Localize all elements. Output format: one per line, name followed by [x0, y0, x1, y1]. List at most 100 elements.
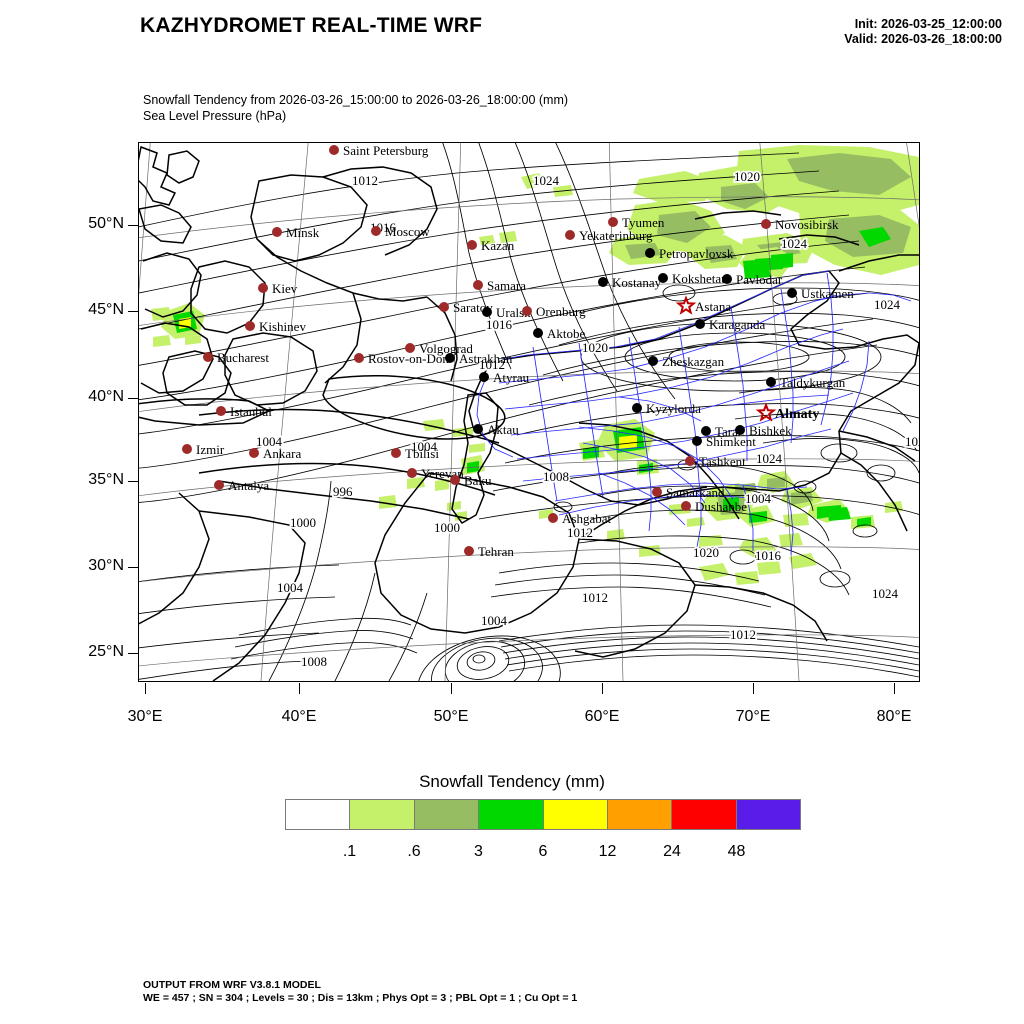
- lon-tick-label-5: 80°E: [876, 708, 912, 725]
- isobar-label: 1012: [730, 627, 756, 642]
- city-dot-icon: [598, 277, 608, 287]
- colorbar-tick-0: .1: [342, 843, 357, 860]
- isobar-label-halo: 1004: [256, 434, 283, 449]
- city-label: Pavlodar: [736, 272, 783, 287]
- lon-tick-label-1: 40°E: [281, 708, 317, 725]
- city-dot-icon: [473, 424, 483, 434]
- colorbar-swatch-7: [735, 800, 800, 829]
- city-label: Kokshetau: [672, 271, 728, 286]
- colorbar-swatch-2: [413, 800, 479, 829]
- city-label: Ashgabat: [562, 511, 611, 526]
- city-marker: Saint Petersburg: [329, 143, 429, 158]
- city-dot-icon: [473, 280, 483, 290]
- lat-tick-mark-0: [128, 225, 140, 227]
- city-marker: Rostov-on-Don: [354, 351, 449, 366]
- city-marker: Tehran: [464, 544, 514, 559]
- kazakhstan-oblast-layer: [476, 270, 912, 556]
- city-label: Izmir: [196, 442, 225, 457]
- city-dot-icon: [407, 468, 417, 478]
- model-run-info: Init: 2026-03-25_12:00:00 Valid: 2026-03…: [844, 17, 1002, 47]
- lat-tick-label-4: 30°N: [88, 557, 124, 574]
- city-marker: Kazan: [467, 238, 515, 253]
- city-marker: Taldykurgan: [766, 375, 846, 390]
- city-marker: Bishkek: [735, 423, 792, 438]
- city-marker: Astrakhan: [445, 351, 513, 366]
- capital-star-icon: [755, 402, 777, 422]
- isobar-label-halo: 1028: [905, 434, 919, 449]
- isobar-label: 1004: [745, 491, 772, 506]
- city-marker: Baku: [450, 473, 492, 488]
- city-dot-icon: [445, 353, 455, 363]
- isobar-label-halo: 1016: [755, 548, 782, 563]
- colorbar-title: Snowfall Tendency (mm): [419, 772, 605, 791]
- city-marker: Tbilisi: [391, 446, 439, 461]
- isobar-label: 1012: [567, 525, 593, 540]
- city-dot-icon: [761, 219, 771, 229]
- lon-tick-label-2: 50°E: [433, 708, 469, 725]
- snowfall-shading-layer: [151, 145, 919, 585]
- graticule-layer: [139, 143, 919, 681]
- city-label: Almaty: [775, 407, 819, 422]
- isobar-label-halo: 996: [333, 484, 353, 499]
- city-dot-icon: [482, 307, 492, 317]
- isobar-label-halo: 1024: [756, 451, 783, 466]
- city-dot-icon: [692, 436, 702, 446]
- colorbar-swatch-6: [671, 800, 736, 829]
- lat-tick-label-1: 45°N: [88, 301, 124, 318]
- city-label: Ustkamen: [801, 286, 854, 301]
- lon-tick-mark-2: [451, 683, 453, 694]
- city-label: Tyumen: [622, 215, 665, 230]
- colorbar-tick-4: 12: [598, 843, 617, 860]
- city-label: Antalya: [228, 478, 269, 493]
- city-label: Aktobe: [547, 326, 586, 341]
- country-borders-layer: [139, 145, 919, 681]
- city-dot-icon: [685, 456, 695, 466]
- city-label: Samarkand: [666, 485, 725, 500]
- weather-map[interactable]: 1012 1012 1024 1024 1020 1020 1024 1024 1016 1016…: [138, 142, 920, 682]
- city-marker: Astana: [675, 295, 731, 315]
- isobar-label: 1008: [301, 654, 327, 669]
- city-marker: Atyrau: [479, 370, 530, 385]
- isobar-label: 1004: [481, 613, 508, 628]
- city-label: Rostov-on-Don: [368, 351, 449, 366]
- city-label: Tashkent: [699, 454, 746, 469]
- isobar-label: 1012: [479, 357, 505, 372]
- isobar-label-halo: 1020: [734, 169, 760, 184]
- city-label: Novosibirsk: [775, 217, 839, 232]
- isobar-label: 1004: [411, 439, 438, 454]
- isobar-label: 1020: [582, 340, 608, 355]
- isobar-label: 1012: [582, 590, 608, 605]
- lat-tick-label-0: 50°N: [88, 215, 124, 232]
- city-marker: Ashgabat: [548, 511, 611, 526]
- city-label: Aktau: [487, 422, 519, 437]
- city-label: Astana: [695, 299, 731, 314]
- snowfall-caption: Snowfall Tendency from 2026-03-26_15:00:…: [143, 93, 569, 107]
- isobar-label-halo: 1020: [582, 340, 608, 355]
- lon-tick-label-4: 70°E: [735, 708, 771, 725]
- colorbar-tick-2: 3: [474, 843, 483, 860]
- isobar-label: 1004: [277, 580, 304, 595]
- city-dot-icon: [479, 372, 489, 382]
- city-label: Kazan: [481, 238, 515, 253]
- city-marker: Samara: [473, 278, 526, 293]
- city-dot-icon: [548, 513, 558, 523]
- city-dot-icon: [249, 448, 259, 458]
- isobar-label-halo: 1008: [543, 469, 569, 484]
- city-dot-icon: [632, 403, 642, 413]
- isobar-label-halo: 1024: [781, 236, 808, 251]
- isobar-label: 1016: [486, 317, 513, 332]
- city-dot-icon: [203, 352, 213, 362]
- colorbar-swatch-1: [349, 800, 414, 829]
- city-dot-icon: [565, 230, 575, 240]
- lat-tick-label-2: 40°N: [88, 388, 124, 405]
- isobar-label-halo: 1024: [533, 173, 560, 188]
- lon-tick-mark-0: [145, 683, 147, 694]
- colorbar-swatch-0: [286, 800, 350, 829]
- lon-tick-mark-4: [753, 683, 755, 694]
- city-marker: Orenburg: [522, 304, 586, 319]
- field-captions: Snowfall Tendency from 2026-03-26_15:00:…: [143, 92, 568, 124]
- city-dot-icon: [522, 306, 532, 316]
- city-marker: Istanbul: [216, 404, 272, 419]
- city-marker: Novosibirsk: [761, 217, 839, 232]
- lat-tick-label-5: 25°N: [88, 643, 124, 660]
